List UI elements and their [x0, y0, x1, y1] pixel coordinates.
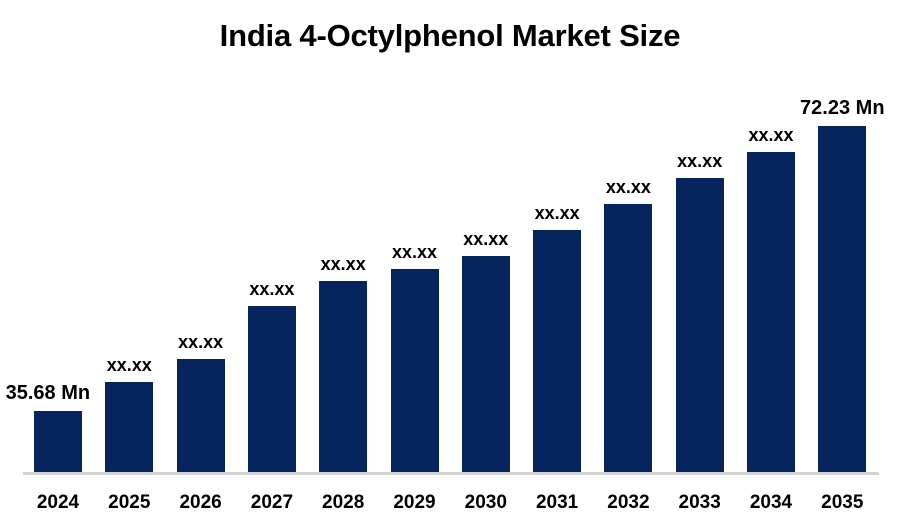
x-axis-tick-label: 2033 — [678, 492, 721, 513]
bar[interactable] — [461, 256, 510, 472]
bar[interactable] — [533, 230, 582, 472]
bar-value-label: xx.xx — [106, 355, 152, 375]
bar-value-label: xx.xx — [178, 332, 224, 352]
x-axis-tick-label: 2031 — [535, 492, 579, 513]
x-axis-tick-label: 2027 — [250, 492, 294, 513]
bar-group: xx.xx — [533, 204, 582, 472]
bar[interactable] — [247, 306, 296, 472]
bar-value-label: xx.xx — [677, 151, 723, 171]
x-axis-tick-label: 2030 — [464, 492, 507, 513]
bar[interactable] — [675, 178, 724, 472]
bar-group: 35.68 Mn — [6, 383, 90, 472]
bar-group: xx.xx — [319, 255, 368, 472]
bar-group: 72.23 Mn — [800, 98, 885, 472]
bar-value-label: xx.xx — [534, 203, 580, 223]
bar-value-label: xx.xx — [320, 254, 366, 274]
bar[interactable] — [747, 152, 795, 472]
chart-title: India 4-Octylphenol Market Size — [219, 18, 681, 53]
x-axis-tick-label: 2026 — [179, 492, 222, 513]
x-axis-tick-label: 2032 — [607, 492, 650, 513]
bar[interactable] — [176, 359, 225, 472]
x-axis-tick-label: 2028 — [322, 492, 365, 513]
x-axis-tick-label: 2024 — [36, 492, 80, 513]
x-axis-line — [23, 472, 879, 475]
bar-group: xx.xx — [675, 152, 724, 472]
bar-value-label: 72.23 Mn — [800, 97, 885, 119]
bar-value-label: 35.68 Mn — [5, 382, 91, 404]
bar-group: xx.xx — [461, 230, 510, 472]
bar-value-label: xx.xx — [249, 279, 295, 299]
x-axis-tick-label: 2034 — [749, 492, 793, 513]
bar-group: xx.xx — [747, 126, 795, 472]
bar-value-label: xx.xx — [391, 242, 438, 262]
bar-value-label: xx.xx — [748, 125, 794, 145]
bar-group: xx.xx — [247, 280, 296, 472]
bar[interactable] — [604, 204, 653, 472]
bar[interactable] — [105, 382, 154, 472]
bar[interactable] — [818, 126, 867, 472]
bar-value-label: xx.xx — [463, 229, 509, 249]
bar-group: xx.xx — [604, 178, 653, 472]
bar[interactable] — [34, 411, 82, 472]
bar[interactable] — [390, 269, 439, 472]
x-axis-tick-label: 2035 — [821, 492, 864, 513]
bar-group: xx.xx — [105, 356, 154, 472]
bar-group: xx.xx — [390, 243, 439, 472]
x-axis-tick-label: 2025 — [108, 492, 151, 513]
bar-value-label: xx.xx — [605, 177, 651, 197]
x-axis-tick-label: 2029 — [393, 492, 436, 513]
bar[interactable] — [319, 281, 368, 472]
bar-group: xx.xx — [176, 333, 225, 472]
